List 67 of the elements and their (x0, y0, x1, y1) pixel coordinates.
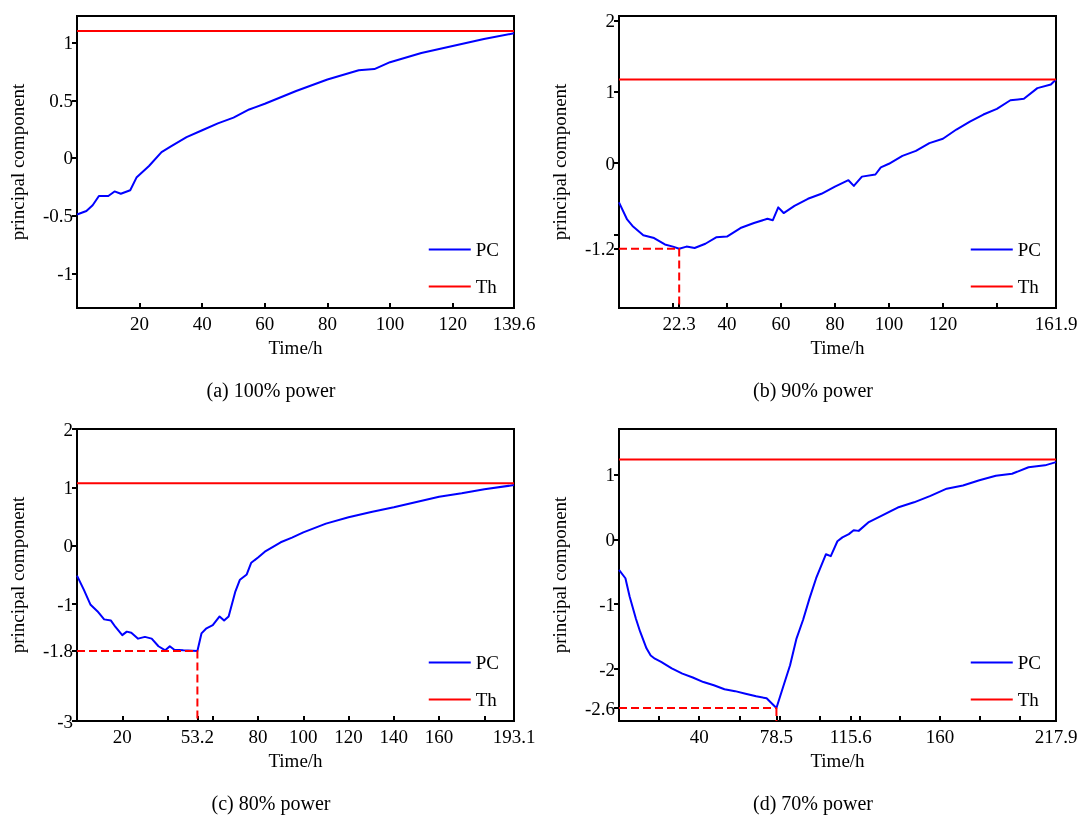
legend-label: PC (475, 652, 500, 673)
x-tick-label: 40 (192, 313, 212, 334)
legend-label: PC (475, 239, 500, 260)
x-tick-label: 100 (289, 726, 318, 747)
x-tick-label: 60 (255, 313, 275, 334)
x-axis-title: Time/h (268, 336, 324, 358)
y-tick-label: -0.5 (42, 205, 73, 227)
y-tick-label: 0 (63, 147, 73, 169)
x-axis-title: Time/h (268, 749, 324, 771)
y-tick-label: -1.2 (584, 238, 615, 260)
x-tick-label: 20 (130, 313, 150, 334)
x-tick-label: 80 (825, 313, 845, 334)
text: (c) 80% power (211, 792, 331, 815)
y-tick-label: 0 (63, 535, 73, 557)
x-tick-label: 120 (438, 313, 467, 334)
x-tick-label: 140 (379, 726, 409, 747)
x-tick-label: 20 (112, 726, 132, 747)
legend-label: Th (1017, 689, 1040, 710)
y-tick-label: 2 (605, 9, 615, 31)
x-tick-label: 161.9 (1034, 313, 1078, 334)
y-tick-label: -1.8 (42, 640, 73, 662)
y-tick-label: 0 (605, 528, 615, 550)
text: (d) 70% power (753, 792, 874, 815)
y-tick-label: -1 (57, 593, 73, 615)
text: (a) 100% power (206, 379, 336, 402)
x-tick-label: 120 (928, 313, 958, 334)
y-tick-label: -2.6 (584, 697, 615, 719)
x-tick-label: 160 (424, 726, 454, 747)
y-tick-label: -3 (57, 710, 73, 732)
x-tick-label: 193.1 (492, 726, 536, 747)
y-axis-title: principal component (7, 495, 28, 654)
x-tick-label: 160 (925, 726, 955, 747)
y-axis-title: principal component (549, 82, 570, 241)
x-tick-label: 139.6 (492, 313, 536, 334)
legend-label: Th (1017, 276, 1040, 297)
y-tick-label: -1 (57, 262, 73, 284)
y-tick-label: 0.5 (49, 89, 73, 111)
y-tick-label: 1 (63, 32, 73, 54)
legend-label: Th (475, 276, 498, 297)
y-tick-label: 1 (605, 463, 615, 485)
x-axis-title: Time/h (810, 749, 866, 771)
legend-label: Th (475, 689, 498, 710)
legend-label: PC (1017, 652, 1042, 673)
y-axis-title: principal component (549, 495, 570, 654)
y-tick-label: -1 (599, 593, 615, 615)
text: (b) 90% power (753, 379, 874, 402)
x-tick-label: 115.6 (829, 726, 872, 747)
x-tick-label: 22.3 (662, 313, 696, 334)
x-tick-label: 53.2 (180, 726, 215, 747)
y-tick-label: 1 (63, 476, 73, 498)
x-tick-label: 40 (689, 726, 709, 747)
x-tick-label: 120 (334, 726, 363, 747)
x-tick-label: 80 (248, 726, 268, 747)
x-tick-label: 80 (317, 313, 337, 334)
x-tick-label: 100 (874, 313, 904, 334)
x-tick-label: 217.9 (1034, 726, 1078, 747)
y-tick-label: 0 (605, 152, 615, 174)
y-tick-label: 2 (63, 418, 73, 440)
x-axis-title: Time/h (810, 336, 866, 358)
legend-label: PC (1017, 239, 1042, 260)
x-tick-label: 78.5 (759, 726, 794, 747)
y-axis-title: principal component (7, 82, 28, 241)
y-tick-label: -2 (599, 658, 615, 680)
x-tick-label: 60 (771, 313, 791, 334)
x-tick-label: 40 (717, 313, 737, 334)
x-tick-label: 100 (375, 313, 405, 334)
y-tick-label: 1 (605, 81, 615, 103)
